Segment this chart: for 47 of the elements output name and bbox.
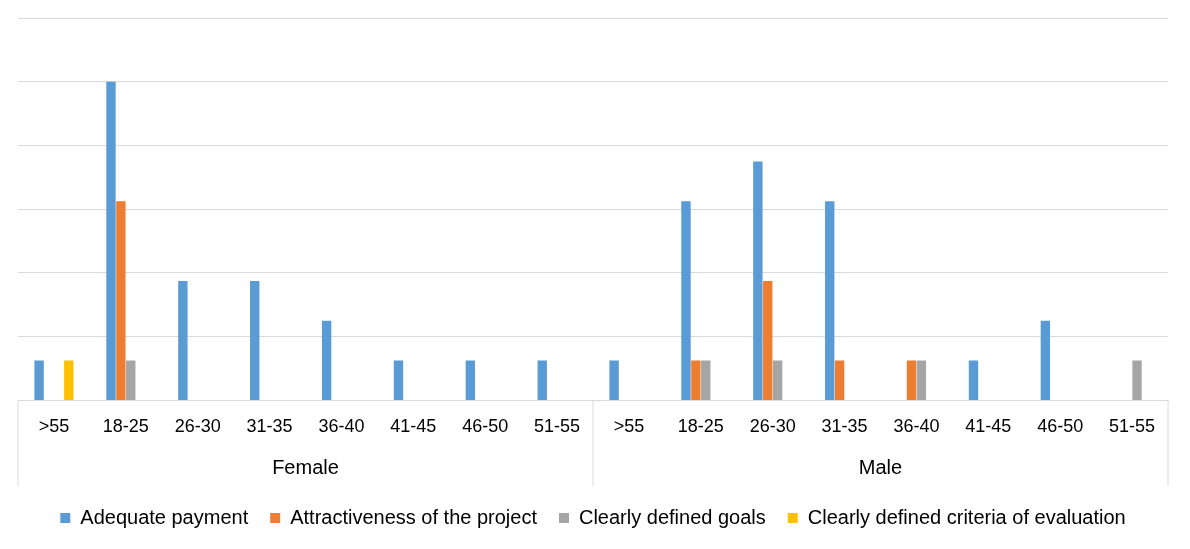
bar: [916, 360, 927, 400]
bar: [834, 360, 845, 400]
legend-label: Adequate payment: [80, 505, 249, 528]
bar: [34, 360, 44, 400]
x-tick-label: 18-25: [677, 416, 724, 437]
x-tick-label: 46-50: [1037, 416, 1084, 437]
x-tick-label: >55: [613, 416, 645, 437]
bar: [906, 360, 917, 400]
x-tick-label: 31-35: [246, 416, 293, 437]
bar: [321, 320, 332, 400]
text: Female: [272, 455, 339, 478]
bar: [178, 280, 188, 400]
x-tick-label: 41-45: [965, 416, 1012, 437]
bar: [701, 360, 711, 400]
x-tick-label: 51-55: [534, 416, 581, 437]
x-tick-label: >55: [38, 416, 70, 437]
bar: [1040, 320, 1051, 400]
x-tick-label: 18-25: [102, 416, 149, 437]
bar: [825, 201, 835, 400]
x-tick-label: 41-45: [390, 416, 437, 437]
bar: [753, 161, 763, 400]
x-tick-label: 46-50: [462, 416, 509, 437]
x-tick-label: 51-55: [1109, 416, 1156, 437]
legend-label: Clearly defined criteria of evaluation: [807, 505, 1126, 528]
bar: [691, 360, 701, 400]
bar: [116, 201, 126, 400]
bar: [681, 201, 691, 400]
legend-label: Attractiveness of the project: [290, 505, 538, 528]
bar: [537, 360, 547, 400]
bar: [106, 81, 116, 400]
x-tick-label: 36-40: [318, 416, 365, 437]
text: Male: [858, 455, 903, 478]
bar: [126, 360, 136, 400]
x-tick-label: 31-35: [821, 416, 868, 437]
bar: [393, 360, 404, 400]
bar: [465, 360, 476, 400]
x-tick-label: 26-30: [749, 416, 796, 437]
bar: [609, 360, 619, 400]
legend-label: Clearly defined goals: [578, 505, 766, 528]
bar: [250, 280, 260, 400]
x-tick-label: 26-30: [174, 416, 221, 437]
bar: [1132, 360, 1142, 400]
bar: [64, 360, 74, 400]
bar: [763, 280, 773, 400]
bar: [968, 360, 979, 400]
bar: [772, 360, 783, 400]
x-tick-label: 36-40: [893, 416, 940, 437]
